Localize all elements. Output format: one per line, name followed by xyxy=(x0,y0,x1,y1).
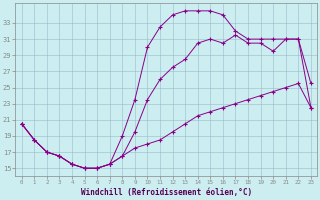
X-axis label: Windchill (Refroidissement éolien,°C): Windchill (Refroidissement éolien,°C) xyxy=(81,188,252,197)
